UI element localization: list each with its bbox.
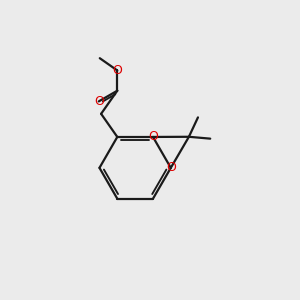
Text: O: O — [112, 64, 122, 77]
Text: O: O — [166, 161, 176, 174]
Text: O: O — [148, 130, 158, 143]
Text: O: O — [94, 95, 104, 108]
